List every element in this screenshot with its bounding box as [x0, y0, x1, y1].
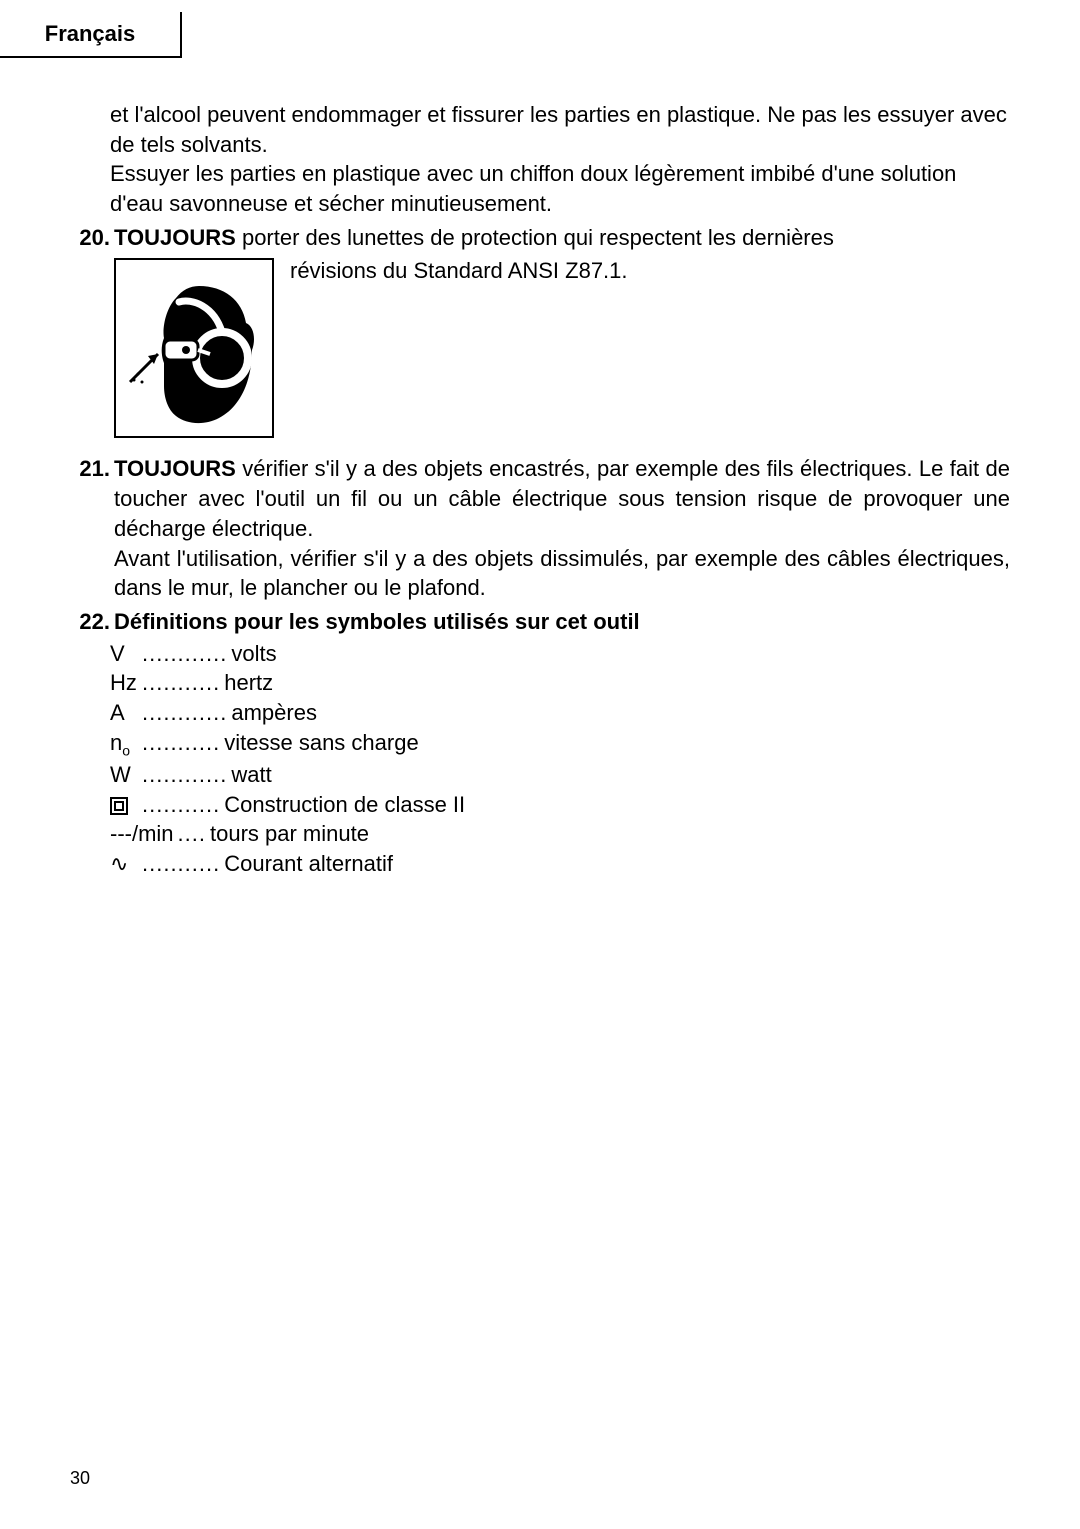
item-text-b: Avant l'utilisation, vérifier s'il y a d… [114, 544, 1010, 603]
def-dots: ............ [138, 698, 231, 728]
def-dots: ............ [138, 639, 231, 669]
item20-wrap: révisions du Standard ANSI Z87.1. [114, 252, 1010, 444]
definition-row: V ............ volts [110, 639, 1010, 669]
intro-paragraph-2: Essuyer les parties en plastique avec un… [110, 159, 1010, 218]
def-value: Construction de classe II [224, 790, 465, 820]
list-item-20: 20. TOUJOURS porter des lunettes de prot… [70, 223, 1010, 445]
item-number: 20. [70, 223, 114, 445]
item-text-a: vérifier s'il y a des objets encastrés, … [114, 456, 1010, 540]
def-symbol: Hz [110, 668, 138, 698]
safety-goggles-icon-box [114, 258, 274, 438]
definition-row: Hz ........... hertz [110, 668, 1010, 698]
def-dots: .... [174, 819, 210, 849]
item-lead-word: TOUJOURS [114, 456, 236, 481]
class-ii-icon [110, 790, 138, 820]
page-number: 30 [70, 1468, 90, 1489]
ac-wave-icon: ∿ [110, 849, 138, 879]
def-value: vitesse sans charge [224, 728, 418, 758]
def-symbol: V [110, 639, 138, 669]
intro-paragraph-1: et l'alcool peuvent endommager et fissur… [110, 100, 1010, 159]
def-dots: ........... [138, 790, 224, 820]
safety-goggles-icon [124, 268, 264, 428]
definition-row: W ............ watt [110, 760, 1010, 790]
def-symbol: A [110, 698, 138, 728]
item-body: Définitions pour les symboles utilisés s… [114, 607, 1010, 637]
definition-row: ---/min .... tours par minute [110, 819, 1010, 849]
def-symbol-no: no [110, 728, 138, 760]
definition-row: no ........... vitesse sans charge [110, 728, 1010, 760]
def-value: tours par minute [210, 819, 369, 849]
def-value: hertz [224, 668, 273, 698]
def-value: watt [231, 760, 271, 790]
definition-row: A ............ ampères [110, 698, 1010, 728]
item-number: 22. [70, 607, 114, 637]
definition-row: ........... Construction de classe II [110, 790, 1010, 820]
def-dots: ............ [138, 760, 231, 790]
def-symbol: W [110, 760, 138, 790]
definition-row: ∿ ........... Courant alternatif [110, 849, 1010, 879]
item-lead-word: TOUJOURS [114, 225, 236, 250]
definitions-list: V ............ volts Hz ........... hert… [110, 639, 1010, 879]
content-area: et l'alcool peuvent endommager et fissur… [70, 100, 1010, 879]
language-label: Français [45, 21, 136, 47]
item-body: TOUJOURS porter des lunettes de protecti… [114, 223, 1010, 445]
def-symbol: ---/min [110, 819, 174, 849]
language-tab: Français [0, 12, 182, 58]
def-dots: ........... [138, 849, 224, 879]
list-item-21: 21. TOUJOURS vérifier s'il y a des objet… [70, 454, 1010, 602]
page: Français et l'alcool peuvent endommager … [0, 0, 1080, 1529]
item-lead-heading: Définitions pour les symboles utilisés s… [114, 609, 640, 634]
def-dots: ........... [138, 668, 224, 698]
list-item-22: 22. Définitions pour les symboles utilis… [70, 607, 1010, 637]
item-number: 21. [70, 454, 114, 602]
def-value: Courant alternatif [224, 849, 393, 879]
def-dots: ........... [138, 728, 224, 758]
def-value: ampères [231, 698, 317, 728]
item-text: porter des lunettes de protection qui re… [236, 225, 834, 250]
item-body: TOUJOURS vérifier s'il y a des objets en… [114, 454, 1010, 602]
def-value: volts [231, 639, 276, 669]
